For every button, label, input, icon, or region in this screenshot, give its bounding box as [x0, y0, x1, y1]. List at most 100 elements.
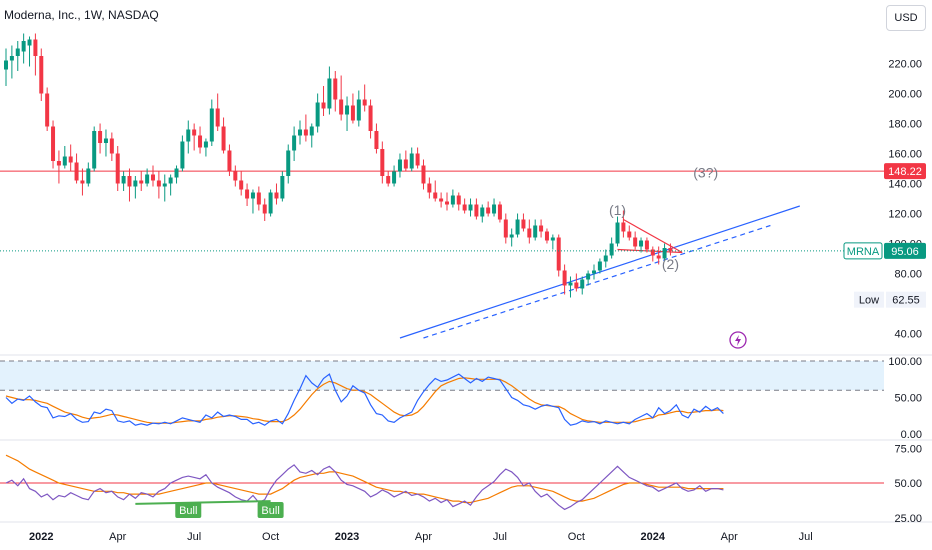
candle-body [456, 195, 461, 205]
candle [209, 99, 214, 146]
candle [192, 123, 197, 151]
candle [286, 144, 291, 184]
candle-body [415, 153, 420, 166]
candle [597, 258, 602, 274]
candle [45, 87, 50, 131]
last-price-tag [884, 242, 926, 259]
time-axis-label: Oct [568, 531, 585, 543]
candle-body [362, 99, 367, 106]
candle-body [656, 255, 661, 259]
wave-annotation: (2) [662, 256, 679, 272]
candle-body [233, 171, 238, 181]
candle-body [668, 248, 673, 251]
candle-body [574, 282, 579, 289]
candle [115, 146, 120, 191]
candle [86, 162, 91, 187]
candle [262, 198, 267, 221]
candle [462, 198, 467, 214]
candle-body [286, 150, 291, 176]
candle-body [509, 234, 514, 238]
candle-body [486, 207, 491, 214]
candle [280, 171, 285, 202]
candle [392, 165, 397, 187]
bull-label: Bull [261, 505, 279, 517]
candle-body [51, 126, 56, 161]
candle [539, 219, 544, 238]
candle-body [292, 135, 297, 151]
candle-body [309, 126, 314, 136]
candle-body [368, 105, 373, 131]
candle [421, 159, 426, 190]
candle [127, 168, 132, 202]
last-price-label: 95.06 [891, 246, 919, 258]
candle-body [256, 192, 261, 205]
ticker-label: MRNA [847, 246, 880, 258]
candle-body [115, 153, 120, 184]
price-tick-label: 140.00 [888, 179, 922, 191]
candle-body [133, 180, 138, 187]
candle-body [162, 183, 167, 187]
price-tick-label: 200.00 [888, 89, 922, 101]
candle-body [186, 129, 191, 142]
candle-body [627, 231, 632, 238]
candle-body [27, 39, 32, 46]
candle [480, 204, 485, 223]
time-axis-label: Apr [109, 531, 126, 543]
candle-body [409, 153, 414, 169]
candle-body [592, 270, 596, 274]
candle-body [374, 131, 379, 149]
ticker-tag [843, 242, 883, 260]
candle [509, 228, 514, 247]
candle [515, 213, 520, 238]
candle-body [174, 168, 179, 178]
candle-body [403, 159, 408, 169]
time-axis-label: Jul [493, 531, 507, 543]
candle-body [562, 270, 567, 286]
candle [556, 234, 561, 277]
candle [233, 165, 238, 187]
candle-body [109, 138, 114, 154]
candle [245, 183, 250, 206]
candle [397, 153, 402, 178]
candle [56, 150, 61, 184]
candle [521, 213, 526, 232]
candle-body [462, 204, 467, 211]
trendline [623, 218, 683, 254]
candle [168, 174, 173, 196]
candle [39, 48, 44, 101]
candle-body [80, 180, 85, 184]
candle [550, 234, 555, 250]
chart-title: Moderna, Inc., 1W, NASDAQ [4, 8, 159, 22]
candle-body [156, 180, 161, 187]
candle [186, 120, 191, 154]
candle [474, 198, 479, 220]
lightning-icon-glyph [735, 335, 741, 346]
candle-body [603, 255, 608, 262]
dashed-trendline [423, 224, 771, 339]
candle-body [145, 174, 150, 184]
low-value-label: 62.55 [892, 295, 920, 307]
candle-body [180, 141, 185, 169]
price-tick-label: 220.00 [888, 59, 922, 71]
candle-body [21, 41, 26, 52]
candle-body [345, 105, 350, 115]
candle [215, 93, 220, 131]
candle [562, 264, 567, 295]
candle-body [639, 240, 644, 247]
rsi-tick-label: 0.00 [901, 429, 922, 441]
candle [415, 147, 420, 169]
candle-body [221, 126, 226, 151]
candle-body [4, 60, 8, 70]
currency-button[interactable]: USD [886, 5, 926, 31]
time-axis-label: 2022 [29, 531, 53, 543]
candle-body [380, 149, 385, 176]
candle [503, 213, 508, 244]
candle [568, 276, 573, 298]
candle [533, 219, 538, 241]
candle [62, 146, 67, 169]
candle [468, 198, 473, 217]
candle-body [250, 192, 255, 199]
candle-body [480, 207, 485, 217]
osc-tick-label: 75.00 [894, 443, 922, 455]
